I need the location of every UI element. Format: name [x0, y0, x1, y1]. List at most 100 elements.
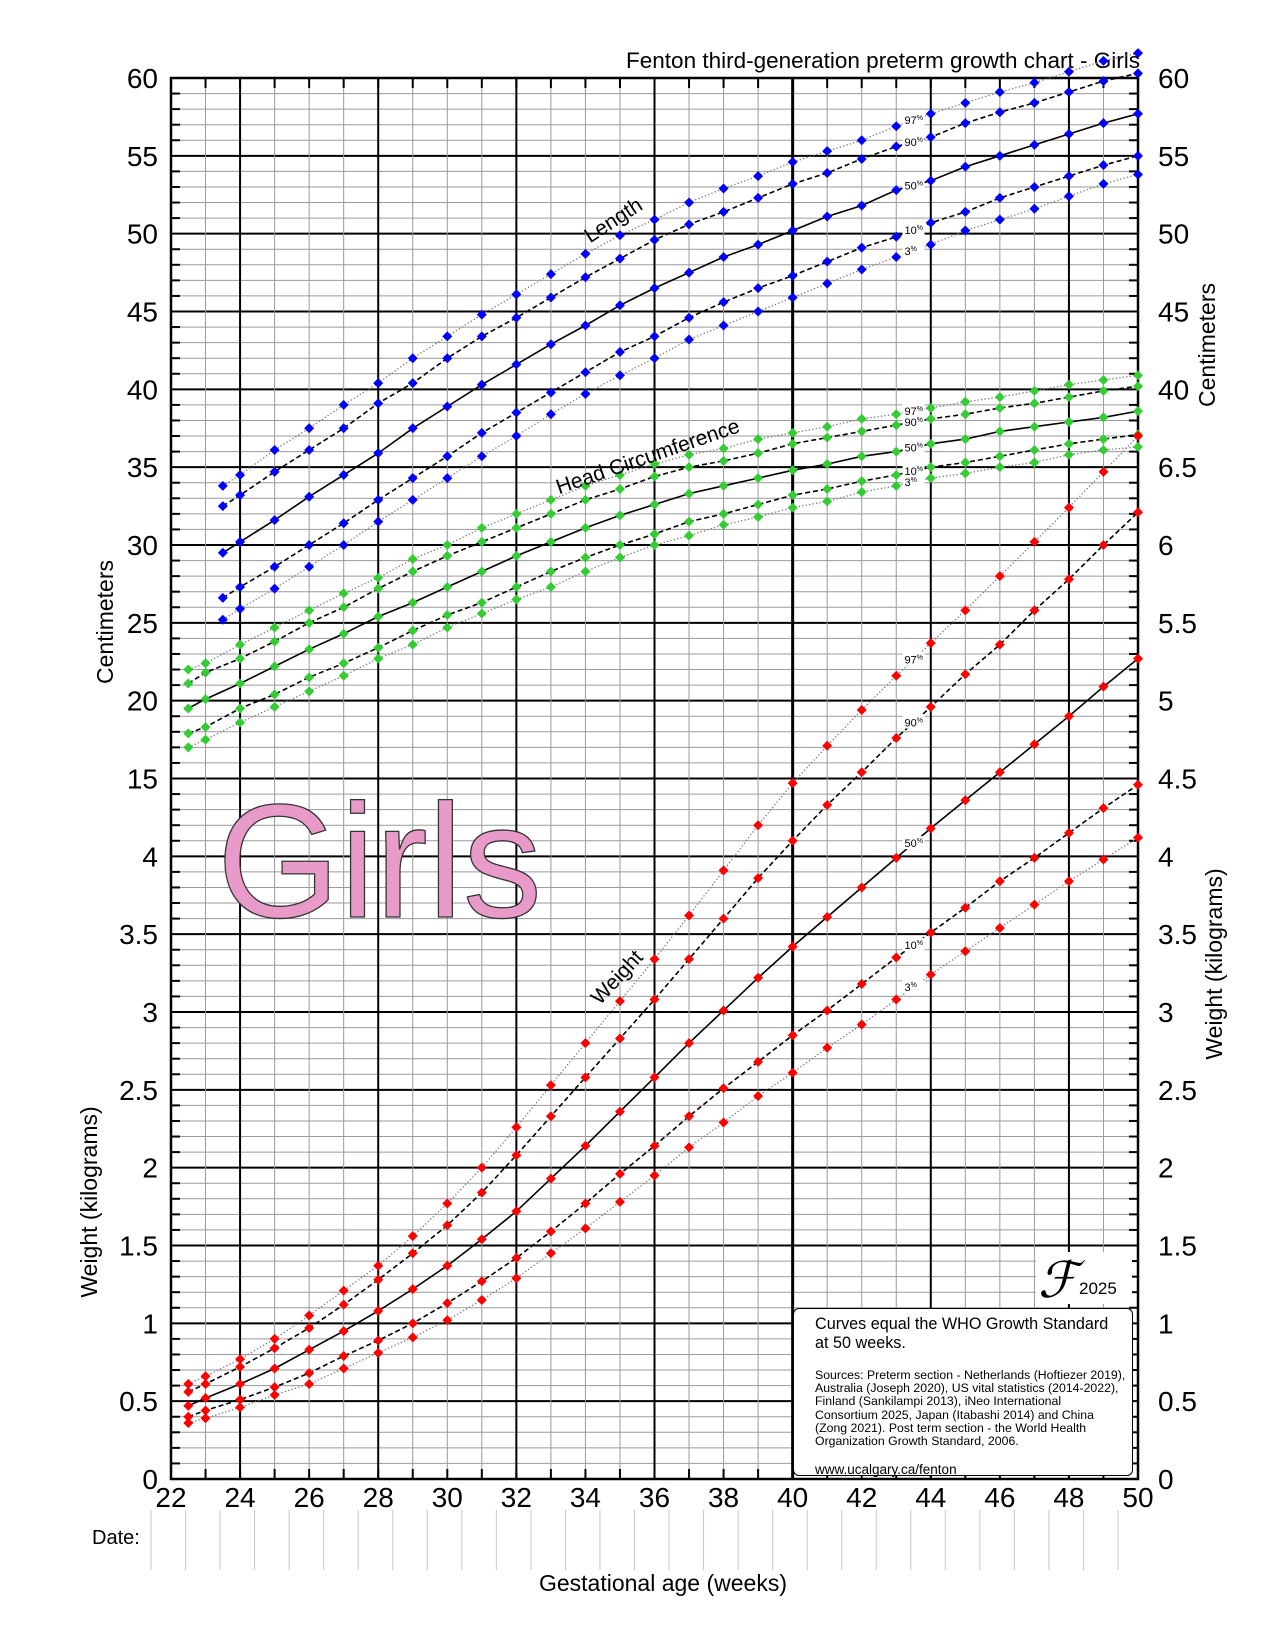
data-point-marker [718, 206, 729, 217]
data-point-marker [614, 552, 625, 563]
x-axis-tick-label: 46 [984, 1482, 1015, 1513]
data-point-marker [649, 499, 660, 510]
data-point-marker [960, 457, 971, 468]
data-point-marker [304, 491, 315, 502]
data-point-marker [269, 445, 280, 456]
data-point-marker [269, 689, 280, 700]
data-point-marker [442, 1220, 453, 1231]
data-point-marker [373, 1335, 384, 1346]
data-point-marker [787, 1067, 798, 1078]
left-axis-tick-label: 3.5 [119, 919, 158, 950]
percent-symbol: % [917, 115, 923, 122]
data-point-marker [304, 605, 315, 616]
data-point-marker [856, 476, 867, 487]
data-point-marker [753, 192, 764, 203]
data-point-marker [856, 451, 867, 462]
data-point-marker [753, 820, 764, 831]
data-point-marker [1098, 681, 1109, 692]
data-point-marker [235, 1361, 246, 1372]
data-point-marker [338, 1351, 349, 1362]
data-point-marker [925, 175, 936, 186]
data-point-marker [545, 536, 556, 547]
data-point-marker [580, 389, 591, 400]
data-point-marker [580, 1223, 591, 1234]
data-point-marker [753, 511, 764, 522]
data-point-marker [407, 625, 418, 636]
data-point-marker [960, 669, 971, 680]
data-point-marker [269, 1382, 280, 1393]
data-point-marker [1133, 108, 1143, 119]
data-point-marker [373, 1347, 384, 1358]
right-axis-tick-label: 2.5 [1158, 1075, 1197, 1106]
data-point-marker [1029, 739, 1040, 750]
data-point-marker [304, 1323, 315, 1334]
percent-symbol: % [917, 225, 923, 232]
data-point-marker [235, 582, 246, 593]
chart-title: Fenton third-generation preterm growth c… [626, 48, 1140, 73]
data-point-marker [269, 1343, 280, 1354]
data-point-marker [1029, 421, 1040, 432]
data-point-marker [183, 1386, 194, 1397]
data-point-marker [856, 705, 867, 716]
data-point-marker [856, 767, 867, 778]
data-point-marker [649, 283, 660, 294]
data-point-marker [442, 550, 453, 561]
data-point-marker [373, 448, 384, 459]
data-point-marker [442, 582, 453, 593]
data-point-marker [960, 206, 971, 217]
website-link[interactable]: www.ucalgary.ca/fenton [815, 1462, 957, 1478]
data-point-marker [822, 1005, 833, 1016]
notes-box: Curves equal the WHO Growth Standard at … [793, 1308, 1133, 1478]
percentile-label-50: 50% [905, 443, 923, 455]
percentile-label-3: 3% [905, 982, 917, 994]
data-point-marker [1029, 181, 1040, 192]
data-point-marker [753, 1091, 764, 1102]
data-point-marker [822, 211, 833, 222]
percentile-10-line [188, 433, 1139, 735]
data-point-marker [856, 487, 867, 498]
logo-background [1036, 1252, 1132, 1304]
data-point-marker [304, 644, 315, 655]
data-point-marker [269, 1333, 280, 1344]
data-point-marker [476, 379, 487, 390]
data-point-marker [753, 239, 764, 250]
sources-line: Australia (Joseph 2020), US vital statis… [815, 1381, 1119, 1396]
percent-symbol: % [917, 443, 923, 450]
data-point-marker [545, 566, 556, 577]
data-point-marker [476, 309, 487, 320]
data-point-marker [787, 270, 798, 281]
data-point-marker [235, 1394, 246, 1405]
data-point-marker [1098, 178, 1109, 189]
percent-symbol: % [917, 180, 923, 187]
data-point-marker [235, 1402, 246, 1413]
data-point-marker [614, 253, 625, 264]
right-axis-tick-label: 55 [1158, 141, 1189, 172]
data-point-marker [1063, 129, 1074, 140]
grid [169, 76, 1140, 1481]
data-point-marker [269, 701, 280, 712]
data-point-marker [649, 331, 660, 342]
data-point-marker [1029, 852, 1040, 863]
data-point-marker [925, 239, 936, 250]
data-point-marker [338, 518, 349, 529]
percentile-label-10: 10% [905, 225, 923, 237]
data-point-marker [338, 1326, 349, 1337]
data-point-marker [338, 602, 349, 613]
data-point-marker [511, 289, 522, 300]
percentile-label-background [902, 178, 925, 192]
data-point-marker [545, 292, 556, 303]
data-point-marker [580, 1198, 591, 1209]
data-point-marker [545, 1111, 556, 1122]
right-axis-tick-label: 3 [1158, 997, 1174, 1028]
data-point-marker [787, 292, 798, 303]
data-point-marker [614, 1196, 625, 1207]
data-point-marker [476, 451, 487, 462]
percent-symbol: % [911, 477, 917, 484]
data-point-marker [476, 1234, 487, 1245]
percentile-value: 10 [905, 940, 917, 952]
data-point-marker [183, 703, 194, 714]
data-point-marker [476, 1294, 487, 1305]
percentile-label-background [902, 836, 925, 850]
data-point-marker [338, 423, 349, 434]
right-axis-tick-label: 6 [1158, 530, 1174, 561]
